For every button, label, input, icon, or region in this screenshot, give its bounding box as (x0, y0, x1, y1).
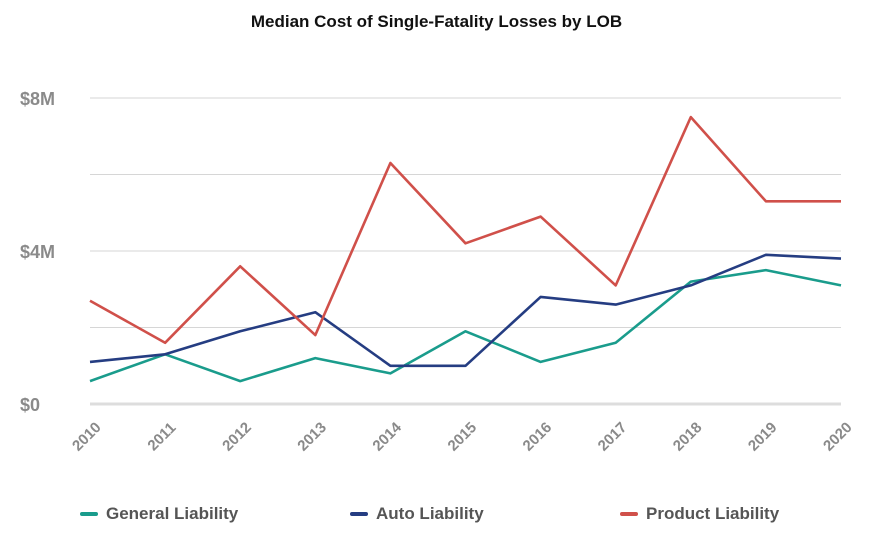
x-tick-label: 2019 (745, 419, 781, 455)
grid-lines (90, 97, 841, 406)
x-tick-label: 2011 (144, 419, 179, 454)
x-tick-label: 2020 (820, 419, 856, 455)
legend-item-auto-liability: Auto Liability (350, 504, 484, 524)
y-tick-label: $0 (20, 395, 40, 415)
x-tick-label: 2017 (595, 419, 631, 455)
y-tick-label: $8M (20, 89, 55, 109)
x-tick-label: 2016 (520, 419, 556, 455)
legend: General Liability Auto Liability Product… (0, 504, 873, 528)
y-tick-label: $4M (20, 242, 55, 262)
chart-title: Median Cost of Single-Fatality Losses by… (250, 12, 623, 31)
legend-label: Product Liability (646, 504, 780, 523)
series-line-product-liability (89, 115, 841, 345)
x-tick-label: 2012 (219, 419, 255, 455)
legend-item-product-liability: Product Liability (620, 504, 779, 524)
legend-swatch (80, 512, 98, 516)
x-tick-label: 2010 (69, 419, 105, 455)
legend-item-general-liability: General Liability (80, 504, 238, 524)
series-lines (89, 115, 842, 383)
x-tick-label: 2018 (670, 419, 706, 455)
x-tick-label: 2015 (445, 419, 481, 455)
y-axis-tick-labels: $0 $4M $8M (20, 89, 55, 415)
x-tick-label: 2014 (369, 419, 405, 455)
legend-label: General Liability (106, 504, 239, 523)
x-axis-tick-labels: 2010 2011 2012 2013 2014 2015 2016 2017 2018 2019… (69, 419, 856, 455)
series-line-general-liability (89, 268, 842, 383)
legend-swatch (350, 512, 368, 516)
x-tick-label: 2013 (294, 419, 330, 455)
legend-label: Auto Liability (376, 504, 484, 523)
series-line-auto-liability (89, 253, 842, 368)
legend-swatch (620, 512, 638, 516)
